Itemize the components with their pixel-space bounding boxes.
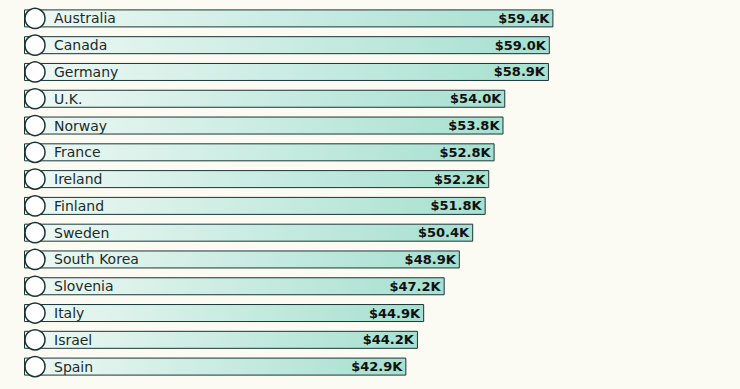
svg-text:$50.4K: $50.4K — [418, 225, 470, 240]
svg-text:$54.0K: $54.0K — [450, 91, 502, 106]
svg-text:$48.9K: $48.9K — [405, 252, 457, 267]
svg-text:Norway: Norway — [54, 118, 107, 134]
svg-text:$59.0K: $59.0K — [495, 38, 547, 53]
svg-text:Italy: Italy — [54, 305, 84, 321]
svg-text:Australia: Australia — [54, 10, 116, 26]
svg-text:$59.4K: $59.4K — [498, 11, 550, 26]
svg-text:$51.8K: $51.8K — [430, 198, 482, 213]
svg-text:Sweden: Sweden — [54, 225, 109, 241]
svg-text:Finland: Finland — [54, 198, 104, 214]
svg-text:U.K.: U.K. — [54, 91, 82, 107]
svg-text:$47.2K: $47.2K — [389, 279, 441, 294]
svg-text:$58.9K: $58.9K — [494, 64, 546, 79]
svg-text:Spain: Spain — [54, 359, 93, 375]
svg-text:$52.2K: $52.2K — [434, 172, 486, 187]
svg-text:$44.2K: $44.2K — [363, 332, 415, 347]
svg-text:$52.8K: $52.8K — [439, 145, 491, 160]
svg-text:South Korea: South Korea — [54, 251, 139, 267]
svg-text:$44.9K: $44.9K — [369, 306, 421, 321]
svg-text:Canada: Canada — [54, 37, 107, 53]
svg-text:$42.9K: $42.9K — [351, 359, 403, 374]
svg-text:Germany: Germany — [54, 64, 118, 80]
svg-text:Slovenia: Slovenia — [54, 278, 114, 294]
svg-text:France: France — [54, 144, 101, 160]
svg-text:$53.8K: $53.8K — [448, 118, 500, 133]
svg-text:Israel: Israel — [54, 332, 92, 348]
svg-text:Ireland: Ireland — [54, 171, 102, 187]
